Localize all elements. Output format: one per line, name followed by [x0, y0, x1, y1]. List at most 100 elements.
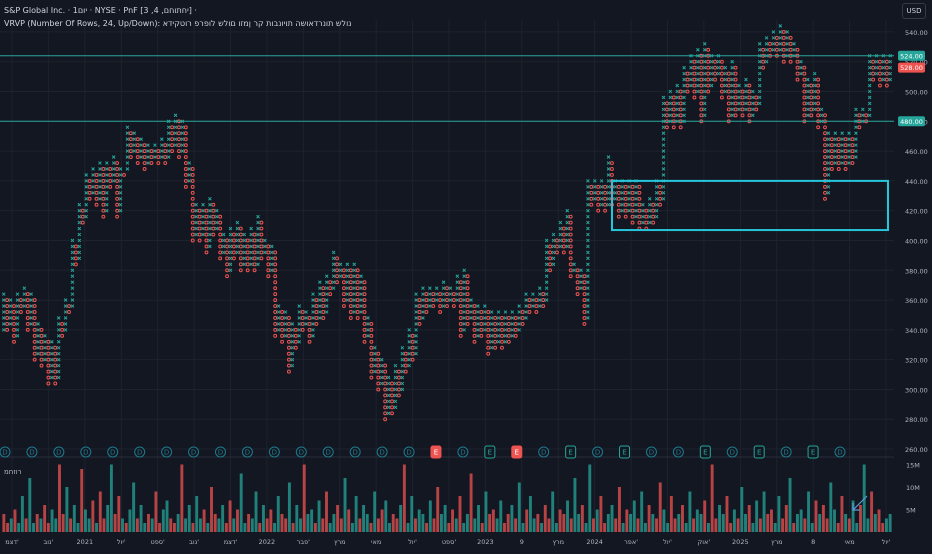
dividend-marker[interactable]: D — [53, 446, 65, 458]
pnf-column-x — [201, 202, 205, 237]
volume-bar — [321, 518, 325, 532]
o-mark — [623, 196, 628, 201]
vrvp-legend[interactable]: VRVP (Number Of Rows, 24, Up/Down): נולש… — [4, 19, 352, 28]
x-mark — [881, 59, 886, 64]
earnings-marker[interactable]: E — [565, 445, 577, 459]
earnings-marker[interactable]: E — [511, 445, 523, 459]
symbol-legend[interactable]: S&P Global Inc. · 1יום · NYSE · PnF [3 ,… — [4, 6, 197, 15]
dividend-marker[interactable]: D — [161, 446, 173, 458]
dividend-marker[interactable]: D — [322, 446, 334, 458]
dividend-marker[interactable]: D — [241, 446, 253, 458]
o-mark — [458, 316, 463, 320]
dividend-marker[interactable]: D — [268, 446, 280, 458]
earnings-marker[interactable]: E — [484, 445, 496, 459]
earnings-marker[interactable]: E — [619, 445, 631, 459]
x-mark — [730, 65, 735, 70]
dividend-badge[interactable] — [26, 446, 38, 458]
dividend-marker[interactable]: D — [403, 446, 415, 458]
dividend-badge[interactable] — [0, 446, 11, 458]
earnings-marker[interactable]: E — [753, 445, 765, 459]
dividend-marker[interactable]: D — [457, 446, 469, 458]
dividend-marker[interactable]: D — [349, 446, 361, 458]
x-mark — [455, 280, 460, 284]
volume-bar — [443, 505, 447, 532]
dividend-badge[interactable] — [645, 446, 657, 458]
o-mark — [575, 292, 580, 297]
dividend-marker[interactable]: D — [834, 446, 846, 458]
dividend-marker[interactable]: D — [592, 446, 604, 458]
earnings-marker[interactable]: E — [807, 445, 819, 459]
pnf-column-x — [8, 298, 13, 326]
dividend-badge[interactable] — [241, 446, 253, 458]
dividend-badge[interactable] — [780, 446, 792, 458]
dividend-marker[interactable]: D — [107, 446, 119, 458]
dividend-badge[interactable] — [726, 446, 738, 458]
dividend-marker[interactable]: D — [0, 446, 11, 458]
price-tick-label: 300.00 — [905, 386, 928, 394]
x-mark — [125, 155, 130, 159]
dividend-badge[interactable] — [268, 446, 280, 458]
x-mark — [311, 304, 315, 308]
dividend-badge[interactable] — [349, 446, 361, 458]
dividend-marker[interactable]: D — [26, 446, 38, 458]
o-mark — [348, 286, 353, 291]
o-mark — [706, 89, 711, 94]
dividend-badge[interactable] — [188, 446, 200, 458]
earnings-marker[interactable]: E — [699, 445, 711, 459]
dividend-marker[interactable]: D — [214, 446, 226, 458]
earnings-badge[interactable] — [430, 445, 442, 459]
x-mark — [476, 310, 480, 314]
dividend-marker[interactable]: D — [538, 446, 550, 458]
highlight-rectangle[interactable] — [611, 179, 889, 232]
x-mark — [98, 179, 102, 183]
currency-button[interactable]: USD — [902, 3, 926, 19]
dividend-marker[interactable]: D — [645, 446, 657, 458]
earnings-badge[interactable] — [753, 445, 765, 459]
o-mark — [314, 321, 319, 326]
earnings-badge[interactable] — [699, 445, 711, 459]
dividend-badge[interactable] — [322, 446, 334, 458]
dividend-badge[interactable] — [53, 446, 65, 458]
pnf-column-x — [799, 59, 803, 76]
volume-bar — [525, 509, 529, 532]
dividend-badge[interactable] — [672, 446, 684, 458]
earnings-badge[interactable] — [511, 445, 523, 459]
horizontal-lines[interactable] — [0, 55, 894, 122]
x-mark — [84, 202, 88, 207]
dividend-badge[interactable] — [403, 446, 415, 458]
dividend-marker[interactable]: D — [295, 446, 307, 458]
earnings-badge[interactable] — [565, 445, 577, 459]
dividend-badge[interactable] — [457, 446, 469, 458]
dividend-marker[interactable]: D — [726, 446, 738, 458]
pnf-column-o — [197, 208, 202, 243]
dividend-marker[interactable]: D — [376, 446, 388, 458]
earnings-marker[interactable]: E — [430, 445, 442, 459]
dividend-badge[interactable] — [538, 446, 550, 458]
dividend-marker[interactable]: D — [780, 446, 792, 458]
time-axis[interactable]: דצמ' נוב' 2021 יול' ספט' נוב' דצמ' 2022 פבר' מרץ מ… — [0, 534, 894, 550]
dividend-badge[interactable] — [134, 446, 146, 458]
earnings-badge[interactable] — [484, 445, 496, 459]
pnf-column-x — [840, 131, 844, 165]
dividend-badge[interactable] — [214, 446, 226, 458]
dividend-marker[interactable]: D — [134, 446, 146, 458]
dividend-marker[interactable]: D — [672, 446, 684, 458]
dividend-badge[interactable] — [107, 446, 119, 458]
x-mark — [833, 131, 838, 136]
volume-bar — [792, 523, 796, 532]
earnings-badge[interactable] — [807, 445, 819, 459]
o-mark — [726, 101, 731, 106]
dividend-marker[interactable]: D — [188, 446, 200, 458]
dividend-badge[interactable] — [376, 446, 388, 458]
dividend-badge[interactable] — [161, 446, 173, 458]
x-mark — [751, 101, 755, 106]
dividend-badge[interactable] — [80, 446, 92, 458]
dividend-marker[interactable]: D — [80, 446, 92, 458]
earnings-badge[interactable] — [619, 445, 631, 459]
dividend-badge[interactable] — [592, 446, 604, 458]
dividend-badge[interactable] — [295, 446, 307, 458]
dividend-badge[interactable] — [834, 446, 846, 458]
